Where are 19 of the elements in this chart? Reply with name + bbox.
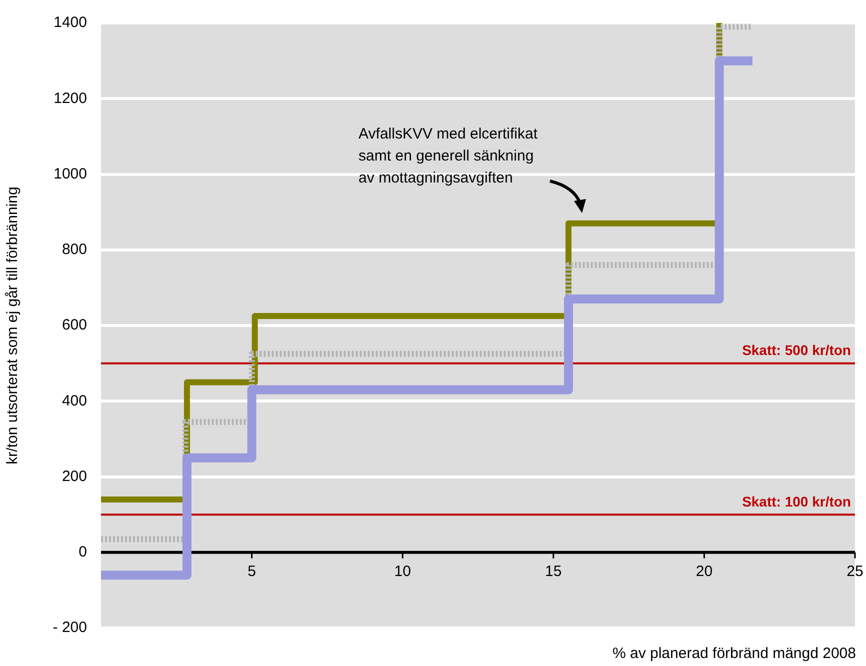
x-tick-label: 5 bbox=[248, 563, 256, 580]
x-tick-label: 15 bbox=[545, 563, 562, 580]
y-tick-label: 1400 bbox=[54, 14, 87, 32]
y-tick-label: 600 bbox=[62, 316, 87, 334]
y-tick-label: 1200 bbox=[54, 90, 87, 107]
x-tick-label: 25 bbox=[846, 563, 864, 580]
ref-line-label: Skatt: 100 kr/ton bbox=[742, 493, 851, 510]
y-tick-label: - 200 bbox=[52, 619, 87, 636]
y-tick-label: 200 bbox=[62, 468, 87, 485]
y-tick-label: 0 bbox=[78, 544, 87, 561]
x-axis-title: % av planerad förbränd mängd 2008 bbox=[612, 645, 856, 662]
annotation: AvfallsKVV med elcertifikat samt en generell sänkning av mottagningsavgiften bbox=[358, 125, 538, 186]
ref-line-label: Skatt: 500 kr/ton bbox=[742, 342, 851, 358]
y-tick-label: 800 bbox=[62, 241, 87, 258]
x-tick-label: 10 bbox=[394, 563, 411, 580]
y-tick-label: 1000 bbox=[54, 165, 87, 182]
y-axis-title: kr/ton utsorterat som ej går till förbränning bbox=[4, 186, 22, 464]
x-tick-label: 20 bbox=[696, 563, 713, 580]
y-tick-label: 400 bbox=[62, 392, 87, 410]
